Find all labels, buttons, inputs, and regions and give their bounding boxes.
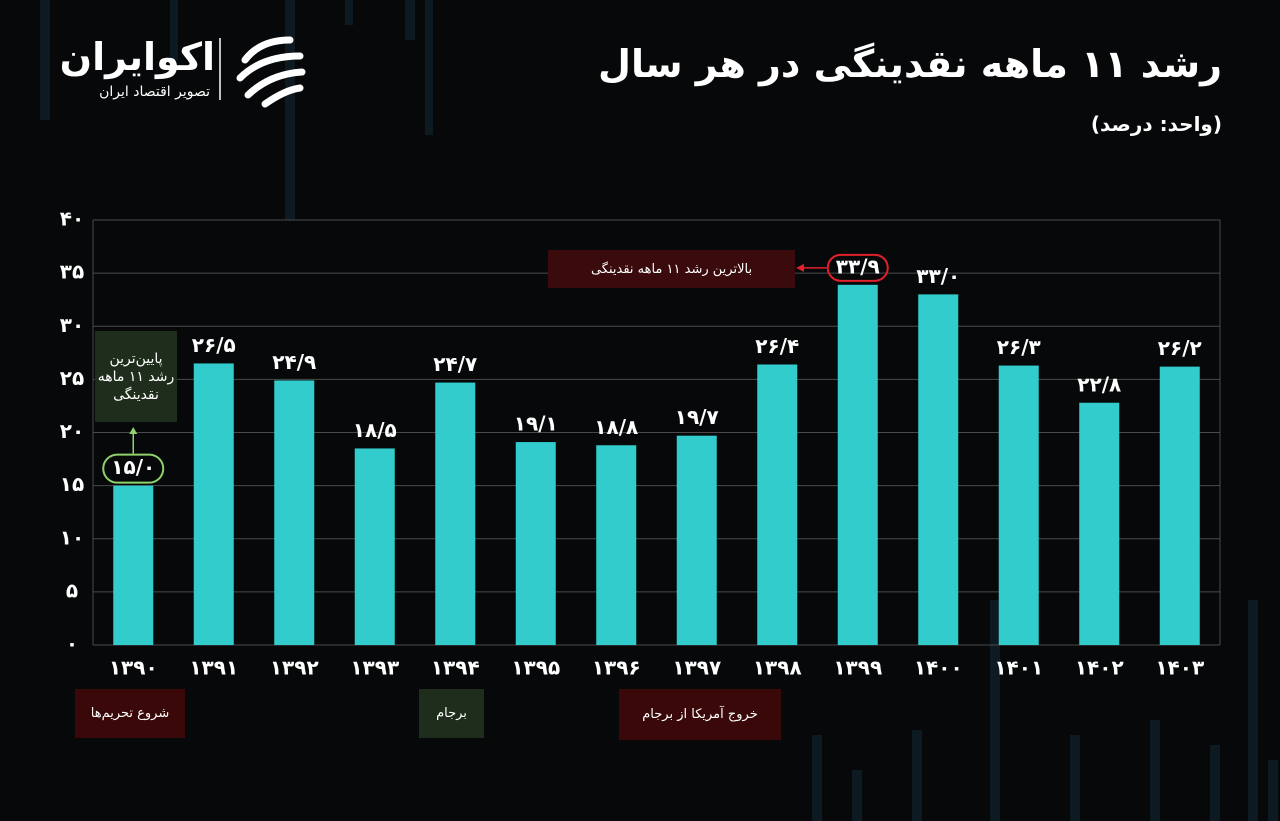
value-label: ۱۹/۷ bbox=[675, 405, 719, 429]
y-tick-label: ۳۵ bbox=[60, 260, 84, 284]
bar bbox=[515, 442, 556, 645]
y-tick-label: ۵ bbox=[66, 578, 78, 602]
chart-subtitle: (واحد: درصد) bbox=[1090, 112, 1222, 136]
y-tick-label: ۱۵ bbox=[60, 472, 84, 496]
value-label: ۳۳/۹ bbox=[836, 254, 880, 278]
event-label: خروج آمریکا از برجام bbox=[619, 689, 781, 740]
annotation-min: پایین‌ترین رشد ۱۱ ماهه نقدینگی bbox=[95, 331, 177, 422]
x-tick-label: ۱۴۰۳ bbox=[1155, 656, 1204, 680]
background-decor bbox=[40, 0, 1278, 821]
brand-name: اکوایران bbox=[59, 35, 215, 79]
brand-tagline: تصویر اقتصاد ایران bbox=[99, 84, 210, 100]
value-label: ۲۴/۷ bbox=[433, 352, 477, 376]
y-tick-label: ۴۰ bbox=[60, 207, 84, 231]
x-tick-label: ۱۳۹۷ bbox=[672, 656, 721, 680]
bar bbox=[435, 382, 476, 645]
value-label: ۳۳/۰ bbox=[916, 264, 960, 288]
bar bbox=[676, 435, 717, 645]
y-tick-label: ۳۰ bbox=[60, 313, 84, 337]
event-label: شروع تحریم‌ها bbox=[75, 689, 185, 738]
bar bbox=[1079, 402, 1120, 645]
x-tick-label: ۱۳۹۱ bbox=[189, 656, 238, 680]
value-label: ۲۶/۵ bbox=[192, 333, 236, 357]
bar bbox=[113, 485, 154, 645]
value-label: ۱۸/۸ bbox=[594, 415, 638, 439]
x-tick-label: ۱۳۹۳ bbox=[350, 656, 399, 680]
bar bbox=[837, 284, 878, 645]
value-label: ۲۶/۴ bbox=[755, 334, 799, 358]
x-tick-label: ۱۳۹۸ bbox=[753, 656, 802, 680]
value-label: ۱۹/۱ bbox=[514, 412, 558, 436]
x-tick-label: ۱۳۹۵ bbox=[511, 656, 560, 680]
value-label: ۲۲/۸ bbox=[1077, 372, 1121, 396]
bar bbox=[918, 294, 959, 645]
value-label: ۲۶/۳ bbox=[997, 335, 1041, 359]
y-tick-label: ۲۰ bbox=[60, 419, 84, 443]
x-tick-label: ۱۴۰۱ bbox=[994, 656, 1043, 680]
value-label: ۱۸/۵ bbox=[353, 418, 397, 442]
logo-icon bbox=[236, 36, 306, 108]
bar bbox=[998, 365, 1039, 645]
x-tick-label: ۱۴۰۰ bbox=[914, 656, 963, 680]
bar bbox=[193, 363, 234, 645]
event-label: برجام bbox=[419, 689, 484, 738]
y-tick-label: ۱۰ bbox=[60, 525, 84, 549]
annotation-max: بالاترین رشد ۱۱ ماهه نقدینگی bbox=[548, 250, 795, 288]
x-tick-label: ۱۳۹۴ bbox=[431, 656, 480, 680]
chart-title: رشد ۱۱ ماهه نقدینگی در هر سال bbox=[597, 42, 1222, 86]
value-label: ۲۴/۹ bbox=[272, 350, 316, 374]
bar bbox=[757, 364, 798, 645]
x-tick-label: ۱۴۰۲ bbox=[1075, 656, 1124, 680]
bar bbox=[274, 380, 315, 645]
x-tick-label: ۱۳۹۶ bbox=[592, 656, 641, 680]
x-tick-label: ۱۳۹۹ bbox=[833, 656, 882, 680]
bar bbox=[596, 445, 637, 645]
highlight-outline bbox=[826, 253, 889, 282]
x-tick-label: ۱۳۹۰ bbox=[109, 656, 158, 680]
annotation-arrowhead bbox=[129, 427, 138, 434]
highlight-outline bbox=[102, 453, 165, 484]
x-tick-label: ۱۳۹۲ bbox=[270, 656, 319, 680]
annotation-arrowhead bbox=[796, 263, 804, 272]
value-label: ۱۵/۰ bbox=[111, 455, 155, 479]
y-tick-label: ۲۵ bbox=[60, 366, 84, 390]
bar bbox=[1159, 366, 1200, 645]
bar bbox=[354, 448, 395, 645]
y-tick-label: ۰ bbox=[66, 632, 78, 656]
value-label: ۲۶/۲ bbox=[1158, 336, 1202, 360]
